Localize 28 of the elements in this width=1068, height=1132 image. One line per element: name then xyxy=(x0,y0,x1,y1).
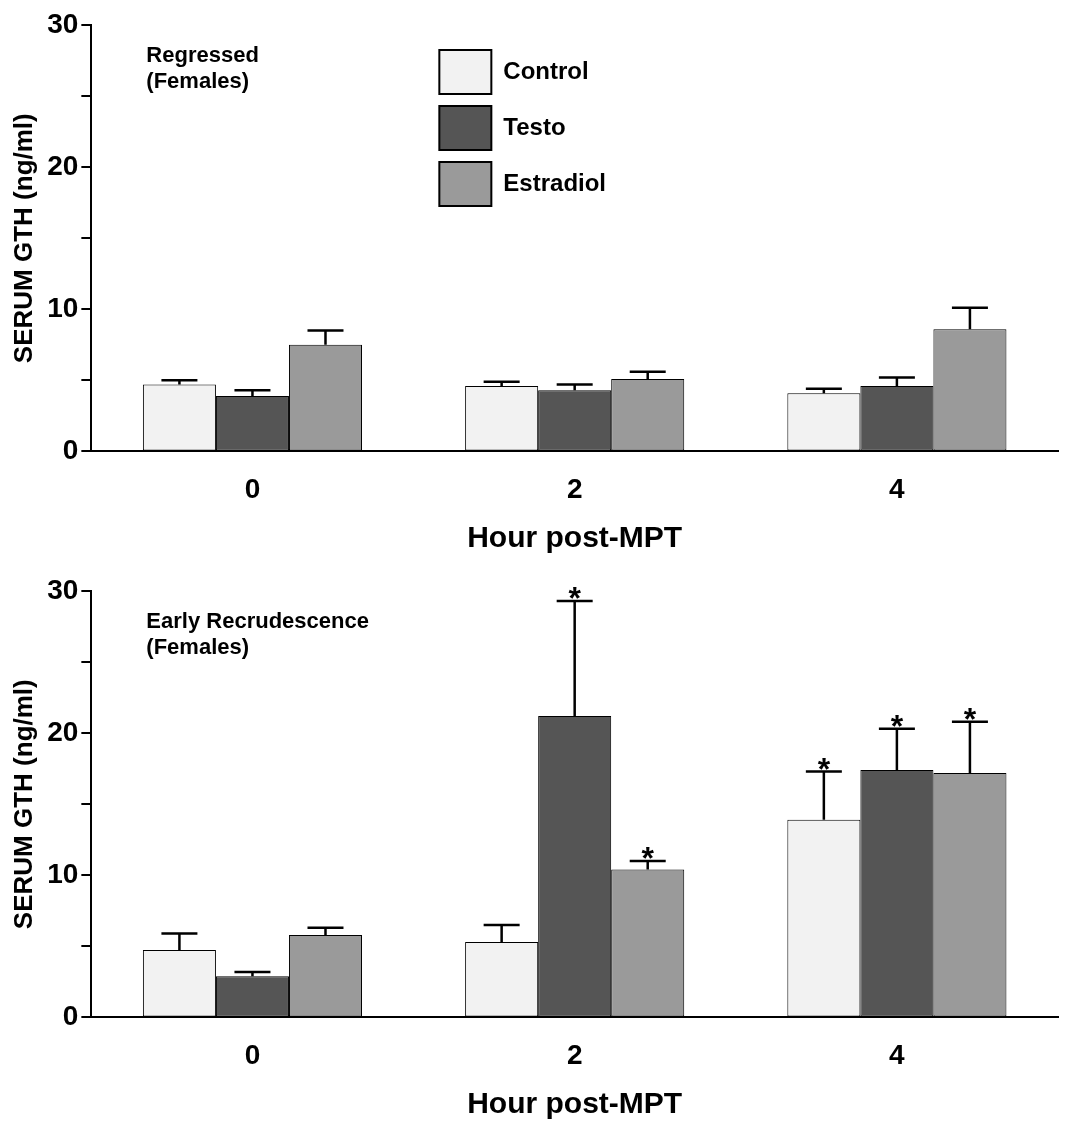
legend-label: Estradiol xyxy=(503,168,607,196)
legend-label: Testo xyxy=(503,112,566,140)
data-label: * xyxy=(890,707,904,744)
x-tick-label: 0 xyxy=(244,472,261,504)
text: Regressed (Females) xyxy=(146,42,259,94)
y-tick-label: 30 xyxy=(47,7,79,39)
x-axis-title: Hour post-MPT xyxy=(467,520,683,554)
data-label: * xyxy=(963,700,977,737)
x-tick-label: 0 xyxy=(244,1038,261,1070)
x-tick-label: 2 xyxy=(566,1038,583,1070)
x-tick-label: 4 xyxy=(889,472,906,504)
data-label: * xyxy=(568,579,582,616)
x-axis-title: Hour post-MPT xyxy=(467,1086,683,1120)
y-tick-label: 0 xyxy=(62,1000,79,1032)
y-axis-title: SERUM GTH (ng/ml) xyxy=(7,113,38,364)
x-tick-label: 2 xyxy=(566,472,583,504)
legend-label: Control xyxy=(503,56,589,84)
data-label: * xyxy=(817,750,831,787)
y-tick-label: 30 xyxy=(47,573,79,605)
y-tick-label: 10 xyxy=(47,857,79,889)
data-label: * xyxy=(641,840,655,877)
y-tick-label: 20 xyxy=(47,715,79,747)
y-tick-label: 20 xyxy=(47,149,79,181)
y-tick-label: 10 xyxy=(47,291,79,323)
text: Early Recrudescence (Females) xyxy=(146,608,369,660)
y-axis-title: SERUM GTH (ng/ml) xyxy=(7,679,38,930)
y-tick-label: 0 xyxy=(62,434,79,466)
x-tick-label: 4 xyxy=(889,1038,906,1070)
